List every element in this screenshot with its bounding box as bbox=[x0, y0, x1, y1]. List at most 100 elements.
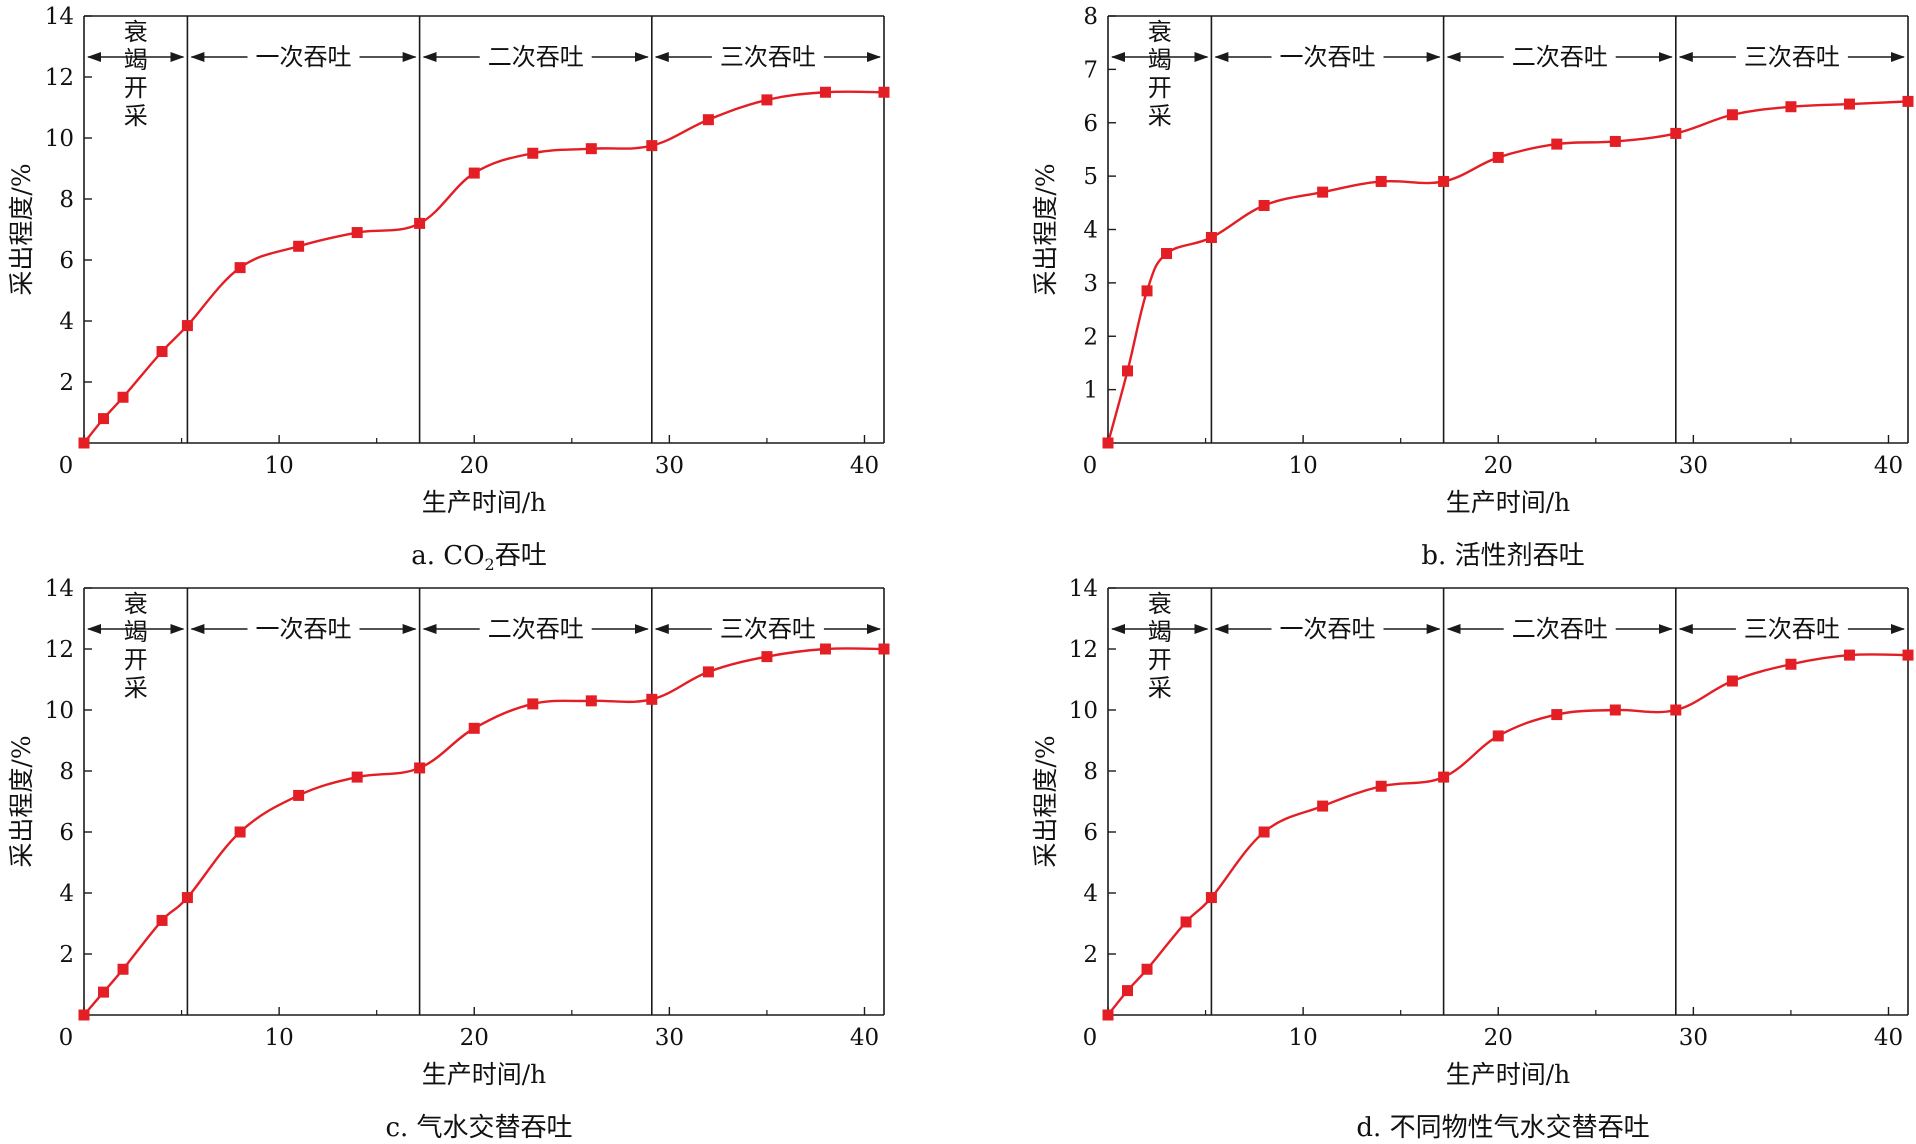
data-point bbox=[1726, 109, 1738, 121]
y-tick-label: 2 bbox=[59, 942, 74, 968]
x-tick-label: 20 bbox=[1484, 1025, 1513, 1051]
series-line bbox=[1106, 100, 1909, 444]
data-point bbox=[1843, 649, 1855, 661]
phase-label-char: 衰 bbox=[124, 18, 148, 46]
panel-caption-d: d. 不同物性气水交替吞吐 bbox=[1024, 1107, 1916, 1144]
data-point bbox=[1438, 175, 1450, 187]
y-tick-label: 2 bbox=[1083, 942, 1098, 968]
y-tick-label: 4 bbox=[1083, 881, 1098, 907]
phase-label-char: 竭 bbox=[124, 618, 148, 646]
caption-text: c. 气水交替吞吐 bbox=[385, 1113, 573, 1143]
y-tick-label: 2 bbox=[1083, 324, 1098, 350]
caption-tail: 吞吐 bbox=[494, 541, 547, 571]
data-point bbox=[234, 826, 246, 838]
data-point bbox=[1609, 135, 1621, 147]
phase-label: 三次吞吐 bbox=[720, 43, 816, 71]
chart-panel-b: 0 10 20 30 40 1 2 3 4 5 6 7 8 生产时间/h 采出程度/% 衰竭开采 一次吞吐 二次吞… bbox=[1024, 0, 1916, 572]
x-tick-label: 0 bbox=[1083, 453, 1098, 479]
phase-label: 衰竭开采 bbox=[124, 590, 148, 702]
phase-label: 衰竭开采 bbox=[124, 18, 148, 130]
x-tick-label: 0 bbox=[59, 1025, 74, 1051]
y-tick-label: 12 bbox=[45, 65, 74, 91]
x-tick-label: 10 bbox=[1288, 1025, 1317, 1051]
x-axis-title: 生产时间/h bbox=[1446, 488, 1571, 517]
data-point bbox=[1317, 186, 1329, 198]
data-point bbox=[414, 762, 426, 774]
data-point bbox=[98, 413, 110, 425]
chart-svg-b: 0 10 20 30 40 1 2 3 4 5 6 7 8 生产时间/h 采出程度/% 衰竭开采 一次吞吐 二次吞… bbox=[1031, 4, 1914, 517]
data-point bbox=[1375, 780, 1387, 792]
data-point bbox=[1205, 892, 1217, 904]
x-axis-title: 生产时间/h bbox=[1446, 1060, 1571, 1089]
x-tick-label: 30 bbox=[1679, 1025, 1708, 1051]
data-point bbox=[1161, 248, 1173, 260]
y-tick-label: 14 bbox=[45, 576, 74, 602]
x-tick-label: 30 bbox=[655, 1025, 684, 1051]
y-tick-label: 4 bbox=[1083, 218, 1098, 244]
data-point bbox=[1122, 365, 1134, 377]
data-point bbox=[351, 227, 363, 239]
phase-label-char: 衰 bbox=[124, 590, 148, 618]
y-tick-label: 1 bbox=[1083, 378, 1098, 404]
data-point bbox=[1180, 916, 1192, 928]
data-point bbox=[527, 147, 539, 159]
x-tick-label: 20 bbox=[460, 1025, 489, 1051]
phase-label: 一次吞吐 bbox=[1280, 615, 1376, 643]
data-point bbox=[1141, 963, 1153, 975]
data-point bbox=[585, 143, 597, 155]
y-tick-label: 2 bbox=[59, 370, 74, 396]
data-point bbox=[1551, 709, 1563, 721]
y-tick-label: 8 bbox=[59, 187, 74, 213]
y-tick-label: 3 bbox=[1083, 271, 1098, 297]
data-point bbox=[1122, 985, 1134, 997]
chart-svg-c: 0 10 20 30 40 2 4 6 8 10 12 14 生产时间/h 采出程度/% 衰竭开采 一次吞吐 二… bbox=[7, 576, 890, 1089]
data-point bbox=[878, 86, 890, 98]
x-axis-title: 生产时间/h bbox=[422, 1060, 547, 1089]
y-axis-title: 采出程度/% bbox=[1031, 163, 1060, 295]
panel-caption-a: a. CO2吞吐 bbox=[0, 535, 958, 574]
x-tick-label: 20 bbox=[460, 453, 489, 479]
x-tick-label: 40 bbox=[850, 453, 879, 479]
data-point bbox=[468, 722, 480, 734]
data-point bbox=[156, 914, 168, 926]
data-point bbox=[1902, 95, 1914, 107]
data-point bbox=[117, 963, 129, 975]
data-point bbox=[819, 643, 831, 655]
x-tick-label: 20 bbox=[1484, 453, 1513, 479]
phase-label-char: 衰 bbox=[1148, 590, 1172, 618]
data-point bbox=[1492, 730, 1504, 742]
x-tick-label: 30 bbox=[1679, 453, 1708, 479]
y-tick-label: 5 bbox=[1083, 164, 1098, 190]
phase-label-char: 衰 bbox=[1148, 18, 1172, 46]
phase-label-char: 开 bbox=[124, 646, 148, 674]
data-point bbox=[1902, 649, 1914, 661]
y-tick-label: 8 bbox=[1083, 759, 1098, 785]
data-point bbox=[181, 892, 193, 904]
phase-label-char: 竭 bbox=[1148, 618, 1172, 646]
data-point bbox=[646, 140, 658, 152]
chart-panel-a: 0 10 20 30 40 2 4 6 8 10 12 14 生产时间/h 采出程度/% 衰竭开采 一次吞吐 二… bbox=[0, 0, 958, 574]
phase-label: 二次吞吐 bbox=[488, 615, 584, 643]
caption-subscript: 2 bbox=[484, 555, 495, 575]
data-point bbox=[156, 346, 168, 357]
series-line bbox=[83, 90, 885, 444]
phase-label: 衰竭开采 bbox=[1148, 590, 1172, 702]
y-tick-label: 6 bbox=[1083, 820, 1098, 846]
caption-text: d. 不同物性气水交替吞吐 bbox=[1356, 1113, 1650, 1143]
data-point bbox=[1843, 98, 1855, 110]
data-point bbox=[1258, 199, 1270, 211]
data-point bbox=[1609, 704, 1621, 716]
chart-svg-a: 0 10 20 30 40 2 4 6 8 10 12 14 生产时间/h 采出程度/% 衰竭开采 一次吞吐 二… bbox=[7, 4, 890, 517]
data-point bbox=[78, 437, 90, 449]
x-tick-label: 40 bbox=[1874, 1025, 1903, 1051]
y-tick-label: 14 bbox=[1069, 576, 1098, 602]
y-axis-title: 采出程度/% bbox=[7, 163, 36, 295]
phase-label-char: 竭 bbox=[124, 46, 148, 74]
series-line bbox=[1107, 653, 1909, 1016]
y-tick-label: 10 bbox=[45, 698, 74, 724]
phase-label-char: 采 bbox=[124, 674, 148, 702]
phase-label-char: 采 bbox=[1148, 674, 1172, 702]
phase-label: 三次吞吐 bbox=[1744, 615, 1840, 643]
data-point bbox=[1258, 826, 1270, 838]
chart-svg-d: 0 10 20 30 40 2 4 6 8 10 12 14 生产时间/h 采出程度/% 衰竭开采 一次吞吐 二… bbox=[1031, 576, 1914, 1089]
